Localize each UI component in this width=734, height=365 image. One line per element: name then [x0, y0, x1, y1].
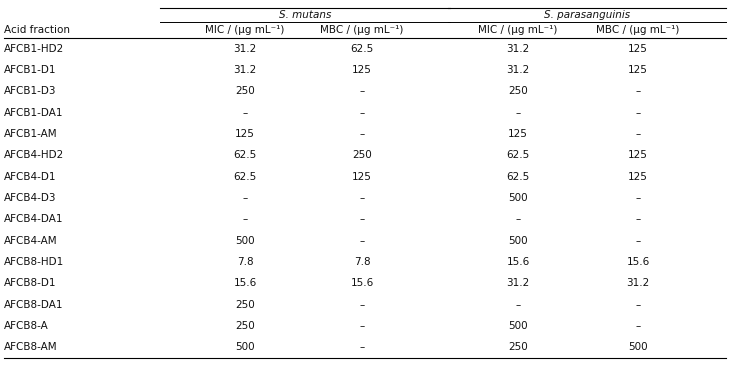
- Text: 125: 125: [628, 172, 648, 182]
- Text: –: –: [515, 108, 520, 118]
- Text: 62.5: 62.5: [506, 172, 530, 182]
- Text: –: –: [360, 129, 365, 139]
- Text: –: –: [636, 300, 641, 310]
- Text: AFCB4-D1: AFCB4-D1: [4, 172, 57, 182]
- Text: AFCB4-HD2: AFCB4-HD2: [4, 150, 65, 160]
- Text: 500: 500: [508, 236, 528, 246]
- Text: 500: 500: [508, 193, 528, 203]
- Text: AFCB8-A: AFCB8-A: [4, 321, 48, 331]
- Text: –: –: [360, 236, 365, 246]
- Text: 500: 500: [235, 342, 255, 352]
- Text: 15.6: 15.6: [506, 257, 530, 267]
- Text: –: –: [636, 129, 641, 139]
- Text: –: –: [636, 214, 641, 224]
- Text: 62.5: 62.5: [233, 150, 257, 160]
- Text: Acid fraction: Acid fraction: [4, 25, 70, 35]
- Text: 125: 125: [628, 65, 648, 75]
- Text: 125: 125: [628, 44, 648, 54]
- Text: S. parasanguinis: S. parasanguinis: [544, 10, 630, 20]
- Text: 250: 250: [508, 87, 528, 96]
- Text: 250: 250: [352, 150, 372, 160]
- Text: –: –: [242, 108, 247, 118]
- Text: 125: 125: [235, 129, 255, 139]
- Text: 62.5: 62.5: [506, 150, 530, 160]
- Text: 250: 250: [235, 87, 255, 96]
- Text: –: –: [636, 87, 641, 96]
- Text: –: –: [636, 108, 641, 118]
- Text: 62.5: 62.5: [350, 44, 374, 54]
- Text: AFCB1-DA1: AFCB1-DA1: [4, 108, 64, 118]
- Text: –: –: [360, 214, 365, 224]
- Text: –: –: [636, 236, 641, 246]
- Text: 15.6: 15.6: [233, 278, 257, 288]
- Text: AFCB8-D1: AFCB8-D1: [4, 278, 57, 288]
- Text: 62.5: 62.5: [233, 172, 257, 182]
- Text: 31.2: 31.2: [506, 44, 530, 54]
- Text: 250: 250: [235, 321, 255, 331]
- Text: MBC / (μg mL⁻¹): MBC / (μg mL⁻¹): [320, 25, 404, 35]
- Text: –: –: [360, 87, 365, 96]
- Text: –: –: [360, 193, 365, 203]
- Text: –: –: [360, 300, 365, 310]
- Text: 250: 250: [508, 342, 528, 352]
- Text: AFCB8-HD1: AFCB8-HD1: [4, 257, 65, 267]
- Text: 500: 500: [235, 236, 255, 246]
- Text: 125: 125: [508, 129, 528, 139]
- Text: AFCB1-D1: AFCB1-D1: [4, 65, 57, 75]
- Text: –: –: [360, 108, 365, 118]
- Text: 31.2: 31.2: [506, 65, 530, 75]
- Text: 31.2: 31.2: [233, 65, 257, 75]
- Text: S. mutans: S. mutans: [279, 10, 331, 20]
- Text: –: –: [636, 321, 641, 331]
- Text: –: –: [636, 193, 641, 203]
- Text: –: –: [242, 193, 247, 203]
- Text: 7.8: 7.8: [354, 257, 371, 267]
- Text: MIC / (μg mL⁻¹): MIC / (μg mL⁻¹): [206, 25, 285, 35]
- Text: 250: 250: [235, 300, 255, 310]
- Text: AFCB8-AM: AFCB8-AM: [4, 342, 58, 352]
- Text: 500: 500: [628, 342, 648, 352]
- Text: 31.2: 31.2: [233, 44, 257, 54]
- Text: 125: 125: [352, 172, 372, 182]
- Text: 15.6: 15.6: [350, 278, 374, 288]
- Text: AFCB1-D3: AFCB1-D3: [4, 87, 57, 96]
- Text: 7.8: 7.8: [236, 257, 253, 267]
- Text: 125: 125: [628, 150, 648, 160]
- Text: AFCB4-D3: AFCB4-D3: [4, 193, 57, 203]
- Text: MIC / (μg mL⁻¹): MIC / (μg mL⁻¹): [479, 25, 558, 35]
- Text: –: –: [360, 342, 365, 352]
- Text: 500: 500: [508, 321, 528, 331]
- Text: AFCB1-HD2: AFCB1-HD2: [4, 44, 65, 54]
- Text: MBC / (μg mL⁻¹): MBC / (μg mL⁻¹): [596, 25, 680, 35]
- Text: –: –: [242, 214, 247, 224]
- Text: 15.6: 15.6: [626, 257, 650, 267]
- Text: AFCB8-DA1: AFCB8-DA1: [4, 300, 64, 310]
- Text: –: –: [515, 214, 520, 224]
- Text: AFCB4-DA1: AFCB4-DA1: [4, 214, 64, 224]
- Text: 31.2: 31.2: [506, 278, 530, 288]
- Text: 125: 125: [352, 65, 372, 75]
- Text: –: –: [360, 321, 365, 331]
- Text: 31.2: 31.2: [626, 278, 650, 288]
- Text: –: –: [515, 300, 520, 310]
- Text: AFCB4-AM: AFCB4-AM: [4, 236, 58, 246]
- Text: AFCB1-AM: AFCB1-AM: [4, 129, 58, 139]
